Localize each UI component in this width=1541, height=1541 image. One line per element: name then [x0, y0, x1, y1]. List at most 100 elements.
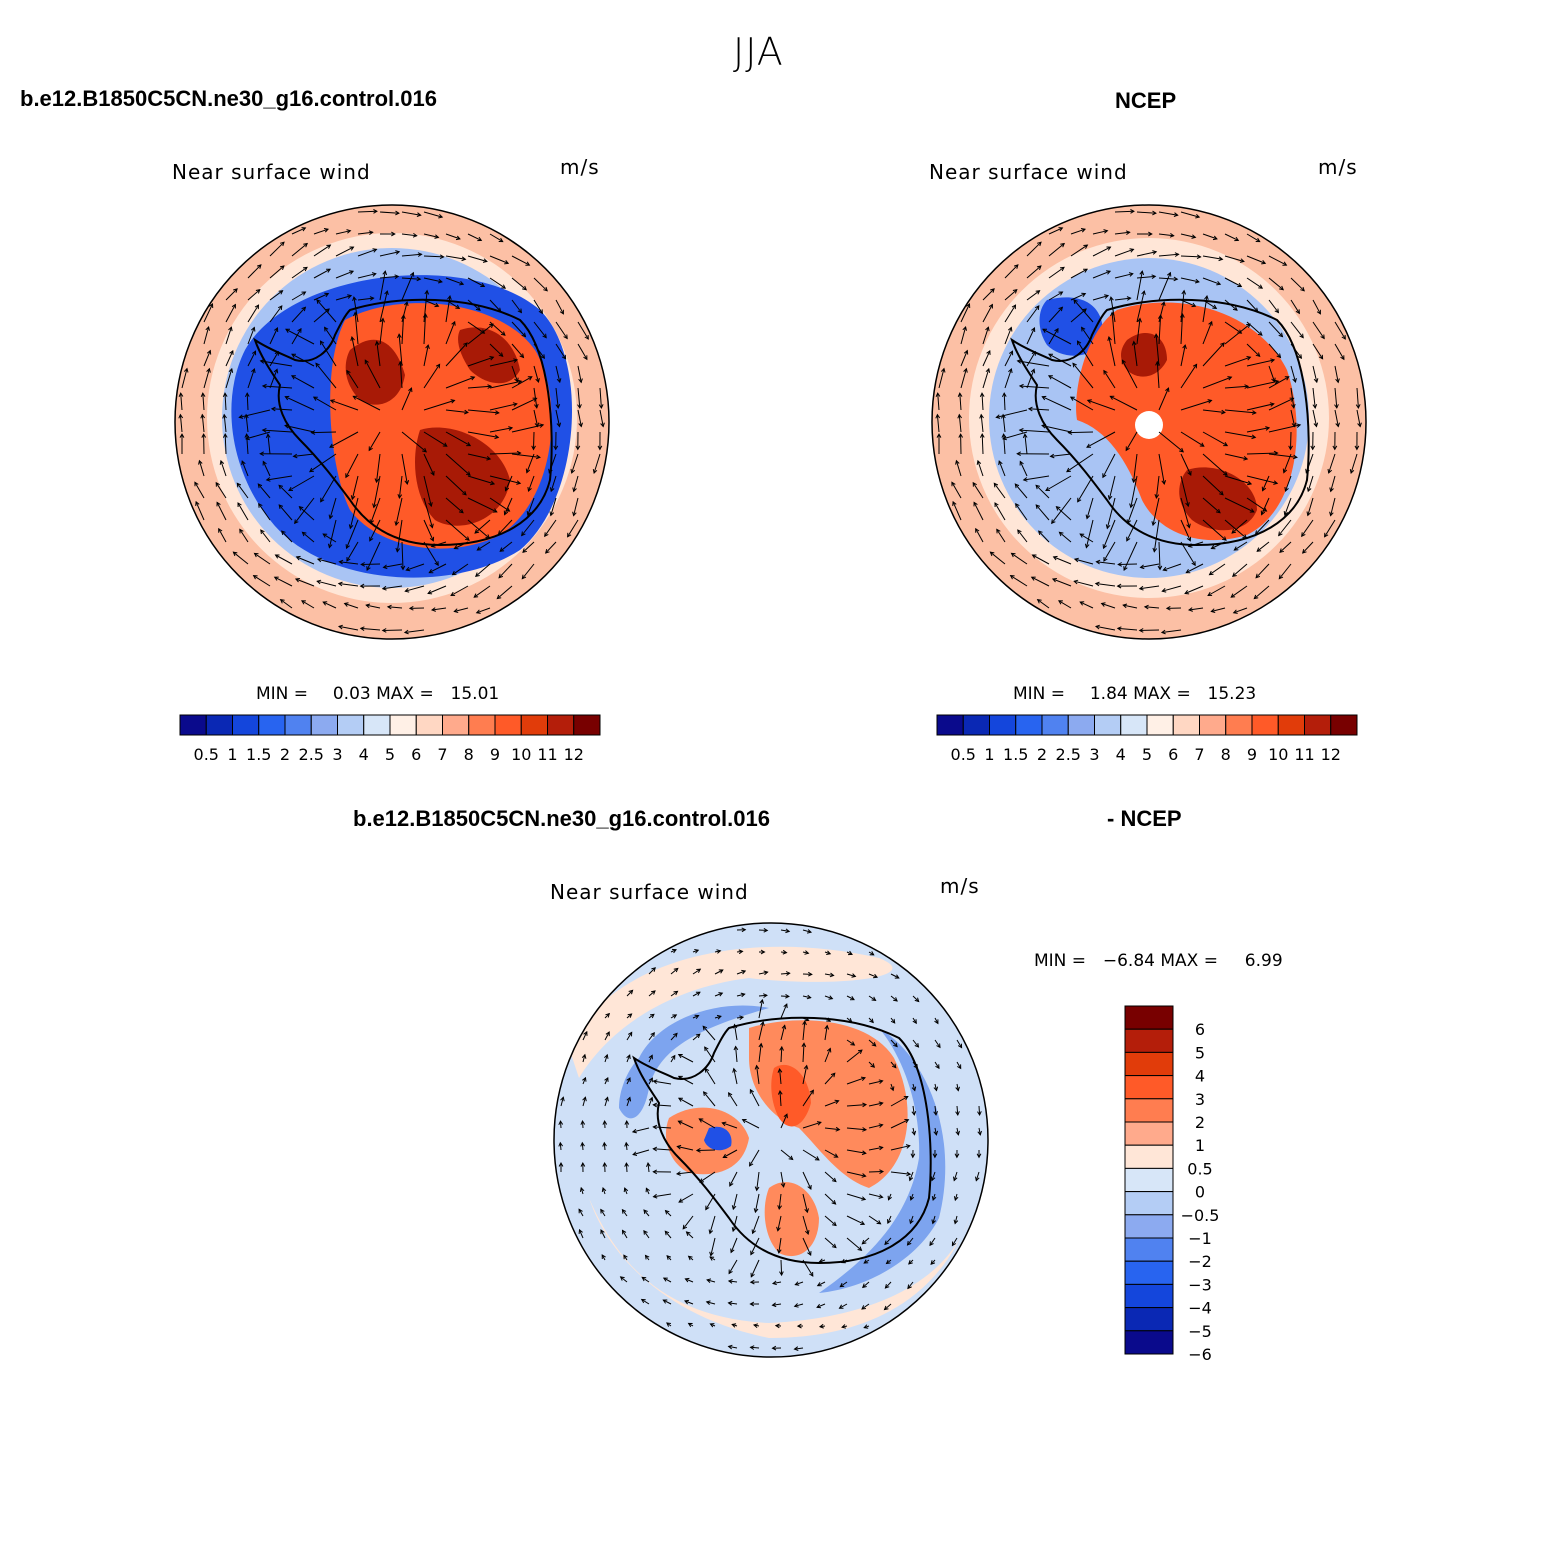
wind-vector-head	[381, 628, 387, 633]
wind-vector-head	[807, 1184, 812, 1190]
wind-vector	[1158, 541, 1161, 570]
wind-vector	[1133, 453, 1138, 483]
colorbar-swatch	[547, 714, 575, 736]
wind-vector	[722, 1122, 738, 1129]
wind-vector-head	[1187, 607, 1193, 612]
wind-vector-head	[728, 1269, 733, 1275]
wind-vector-head	[933, 1086, 939, 1092]
wind-vector	[752, 1215, 760, 1234]
wind-vector-head	[1185, 569, 1191, 574]
wind-vector-head	[793, 1303, 799, 1308]
wind-vector-head	[261, 383, 267, 389]
wind-vector	[315, 362, 337, 389]
wind-vector-head	[788, 1155, 794, 1161]
wind-vector-head	[1001, 413, 1006, 419]
wind-vector	[648, 1055, 653, 1063]
wind-vector-head	[1243, 456, 1249, 461]
wind-vector-head	[475, 306, 481, 311]
map-border	[931, 204, 1367, 640]
wind-vector-head	[1049, 453, 1055, 459]
wind-vector-head	[302, 266, 308, 272]
wind-vector-head	[1242, 534, 1248, 539]
wind-vector-head	[504, 259, 510, 265]
wind-vector	[346, 519, 359, 549]
wind-vector	[445, 277, 464, 285]
wind-vector-head	[200, 392, 206, 398]
colorbar-tick-label: 3	[332, 745, 342, 764]
wind-vector	[489, 233, 503, 243]
wind-vector	[533, 431, 535, 450]
diff-blue-inner	[704, 1126, 732, 1151]
wind-vector-head	[993, 482, 999, 488]
wind-vector-head	[951, 481, 956, 487]
wind-vector	[445, 431, 471, 447]
wind-vector	[253, 575, 271, 587]
wind-vector	[912, 1061, 918, 1069]
wind-vector-head	[951, 1241, 957, 1247]
wind-vector-head	[1204, 294, 1209, 300]
wind-vector-head	[628, 989, 634, 995]
wind-vector-head	[1194, 278, 1200, 284]
wind-vector-head	[785, 971, 791, 976]
wind-vector	[824, 1025, 828, 1041]
wind-vector-head	[294, 519, 299, 525]
wind-vector-head	[695, 1033, 701, 1039]
wind-vector-head	[477, 236, 483, 242]
wind-vector-head	[294, 578, 300, 583]
wind-vector	[703, 1091, 716, 1107]
wind-vector-head	[763, 970, 769, 976]
wind-vector	[1002, 431, 1028, 440]
wind-vector-head	[716, 949, 722, 954]
wind-vector-head	[826, 1017, 832, 1022]
wind-vector	[732, 1215, 738, 1232]
wind-vector	[1246, 233, 1260, 243]
wind-vector-head	[779, 1271, 784, 1277]
wind-vector-head	[1232, 572, 1237, 577]
wind-vector	[1015, 503, 1028, 521]
wind-vector	[706, 1301, 716, 1305]
wind-vector-head	[200, 413, 206, 419]
wind-vector-head	[849, 996, 855, 1001]
wind-vector-head	[561, 354, 567, 360]
wind-vector	[1224, 497, 1255, 513]
wind-vector	[802, 1043, 805, 1063]
wind-vector	[577, 343, 588, 360]
wind-vector	[1136, 271, 1143, 301]
wind-vector-head	[1152, 250, 1158, 255]
wind-vector-head	[337, 624, 343, 630]
wind-vector	[1130, 475, 1138, 508]
wind-vector-head	[716, 1014, 722, 1020]
wind-vector-head	[911, 1086, 917, 1092]
wind-vector-head	[369, 296, 375, 301]
wind-vector-head	[662, 1277, 668, 1282]
wind-vector-head	[643, 1209, 648, 1215]
wind-vector-head	[914, 1043, 920, 1048]
wind-vector-head	[1151, 274, 1157, 280]
wind-vector	[269, 265, 285, 279]
wind-vector	[1136, 211, 1156, 214]
wind-vector-head	[1329, 511, 1334, 517]
wind-vector	[1070, 268, 1088, 279]
wind-vector-head	[1276, 353, 1282, 359]
wind-vector-head	[499, 547, 505, 552]
wind-vector	[978, 1105, 981, 1116]
wind-vector-head	[498, 573, 504, 579]
wind-vector	[816, 1303, 826, 1308]
wind-vector-head	[265, 433, 271, 439]
wind-vector-head	[930, 1260, 936, 1265]
wind-vector	[982, 288, 995, 301]
wind-vector	[756, 1171, 760, 1191]
wind-vector	[954, 1193, 958, 1201]
wind-vector	[370, 497, 381, 524]
wind-vector	[777, 1215, 782, 1231]
wind-vector	[198, 460, 205, 477]
wind-vector-head	[259, 359, 265, 364]
colorbar-tick-label: 6	[411, 745, 421, 764]
colorbar-swatch	[1015, 714, 1043, 736]
wind-vector	[269, 241, 285, 257]
wind-vector	[1256, 541, 1270, 552]
wind-vector-head	[645, 1187, 650, 1193]
wind-vector-head	[664, 1230, 670, 1236]
min-label: MIN =	[1013, 684, 1066, 704]
colorbar-swatch	[1124, 1191, 1174, 1216]
